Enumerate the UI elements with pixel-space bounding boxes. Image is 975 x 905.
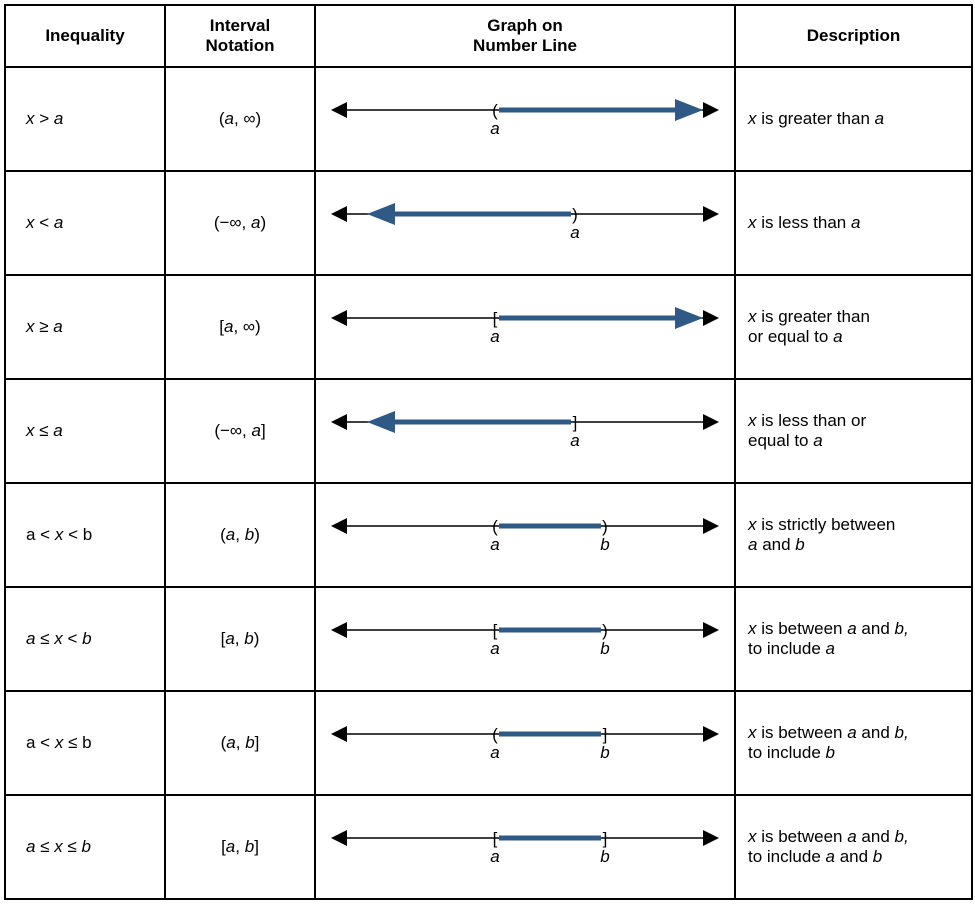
description-cell: x is less than a	[735, 171, 972, 275]
description-cell: x is strictly betweena and b	[735, 483, 972, 587]
axis-arrow-right-icon	[703, 102, 719, 118]
closed-endpoint-icon: ]	[603, 829, 608, 848]
inequality-cell: x ≤ a	[5, 379, 165, 483]
graph-cell: [a	[315, 275, 735, 379]
description-cell: x is between a and b,to include b	[735, 691, 972, 795]
header-description: Description	[735, 5, 972, 67]
endpoint-label: b	[600, 743, 609, 762]
endpoint-label: a	[490, 327, 499, 346]
graph-cell: (a)b	[315, 483, 735, 587]
description-cell: x is greater than a	[735, 67, 972, 171]
ray-arrow-right-icon	[675, 99, 703, 121]
number-line-graph: [a	[325, 292, 725, 362]
interval-cell: (−∞, a)	[165, 171, 315, 275]
open-endpoint-icon: (	[492, 101, 498, 120]
axis-arrow-left-icon	[331, 622, 347, 638]
interval-cell: (a, ∞)	[165, 67, 315, 171]
inequality-cell: x ≥ a	[5, 275, 165, 379]
open-endpoint-icon: (	[492, 517, 498, 536]
description-cell: x is between a and b,to include a and b	[735, 795, 972, 899]
inequality-cell: x < a	[5, 171, 165, 275]
endpoint-label: a	[490, 847, 499, 866]
graph-cell: ]a	[315, 379, 735, 483]
number-line-graph: )a	[325, 188, 725, 258]
axis-arrow-left-icon	[331, 206, 347, 222]
ray-arrow-left-icon	[367, 203, 395, 225]
interval-cell: (a, b]	[165, 691, 315, 795]
closed-endpoint-icon: [	[493, 309, 498, 328]
endpoint-label: b	[600, 535, 609, 554]
endpoint-label: b	[600, 847, 609, 866]
number-line-graph: (a)b	[325, 500, 725, 570]
endpoint-label: a	[490, 639, 499, 658]
inequality-cell: a < x < b	[5, 483, 165, 587]
open-endpoint-icon: )	[602, 517, 608, 536]
graph-cell: (a]b	[315, 691, 735, 795]
interval-cell: [a, b)	[165, 587, 315, 691]
endpoint-label: a	[490, 119, 499, 138]
closed-endpoint-icon: [	[493, 621, 498, 640]
table-row: a < x ≤ b(a, b](a]bx is between a and b,…	[5, 691, 972, 795]
ray-arrow-right-icon	[675, 307, 703, 329]
number-line-graph: [a)b	[325, 604, 725, 674]
header-interval: IntervalNotation	[165, 5, 315, 67]
axis-arrow-right-icon	[703, 830, 719, 846]
graph-cell: )a	[315, 171, 735, 275]
graph-cell: [a)b	[315, 587, 735, 691]
description-cell: x is greater thanor equal to a	[735, 275, 972, 379]
table-row: a ≤ x ≤ b[a, b][a]bx is between a and b,…	[5, 795, 972, 899]
header-inequality: Inequality	[5, 5, 165, 67]
table-body: x > a(a, ∞)(ax is greater than ax < a(−∞…	[5, 67, 972, 899]
table-row: x < a(−∞, a))ax is less than a	[5, 171, 972, 275]
axis-arrow-right-icon	[703, 414, 719, 430]
ray-arrow-left-icon	[367, 411, 395, 433]
number-line-graph: [a]b	[325, 812, 725, 882]
number-line-graph: (a]b	[325, 708, 725, 778]
closed-endpoint-icon: ]	[573, 413, 578, 432]
table-row: x ≥ a[a, ∞)[ax is greater thanor equal t…	[5, 275, 972, 379]
axis-arrow-left-icon	[331, 102, 347, 118]
number-line-graph: (a	[325, 84, 725, 154]
open-endpoint-icon: (	[492, 725, 498, 744]
axis-arrow-right-icon	[703, 518, 719, 534]
description-cell: x is less than orequal to a	[735, 379, 972, 483]
axis-arrow-left-icon	[331, 414, 347, 430]
endpoint-label: a	[490, 743, 499, 762]
table-header-row: Inequality IntervalNotation Graph onNumb…	[5, 5, 972, 67]
endpoint-label: a	[490, 535, 499, 554]
table-row: x ≤ a(−∞, a]]ax is less than orequal to …	[5, 379, 972, 483]
interval-cell: [a, ∞)	[165, 275, 315, 379]
number-line-graph: ]a	[325, 396, 725, 466]
axis-arrow-right-icon	[703, 206, 719, 222]
table-row: a ≤ x < b[a, b)[a)bx is between a and b,…	[5, 587, 972, 691]
interval-cell: (a, b)	[165, 483, 315, 587]
closed-endpoint-icon: [	[493, 829, 498, 848]
table-row: x > a(a, ∞)(ax is greater than a	[5, 67, 972, 171]
inequality-cell: a ≤ x ≤ b	[5, 795, 165, 899]
axis-arrow-left-icon	[331, 726, 347, 742]
description-cell: x is between a and b,to include a	[735, 587, 972, 691]
axis-arrow-right-icon	[703, 726, 719, 742]
inequality-cell: a < x ≤ b	[5, 691, 165, 795]
axis-arrow-right-icon	[703, 622, 719, 638]
endpoint-label: b	[600, 639, 609, 658]
endpoint-label: a	[570, 431, 579, 450]
interval-cell: (−∞, a]	[165, 379, 315, 483]
axis-arrow-left-icon	[331, 518, 347, 534]
graph-cell: (a	[315, 67, 735, 171]
open-endpoint-icon: )	[602, 621, 608, 640]
closed-endpoint-icon: ]	[603, 725, 608, 744]
interval-cell: [a, b]	[165, 795, 315, 899]
inequality-cell: a ≤ x < b	[5, 587, 165, 691]
header-graph: Graph onNumber Line	[315, 5, 735, 67]
graph-cell: [a]b	[315, 795, 735, 899]
inequality-cell: x > a	[5, 67, 165, 171]
open-endpoint-icon: )	[572, 205, 578, 224]
endpoint-label: a	[570, 223, 579, 242]
axis-arrow-left-icon	[331, 830, 347, 846]
axis-arrow-right-icon	[703, 310, 719, 326]
table-row: a < x < b(a, b)(a)bx is strictly between…	[5, 483, 972, 587]
interval-notation-table: Inequality IntervalNotation Graph onNumb…	[4, 4, 973, 900]
axis-arrow-left-icon	[331, 310, 347, 326]
